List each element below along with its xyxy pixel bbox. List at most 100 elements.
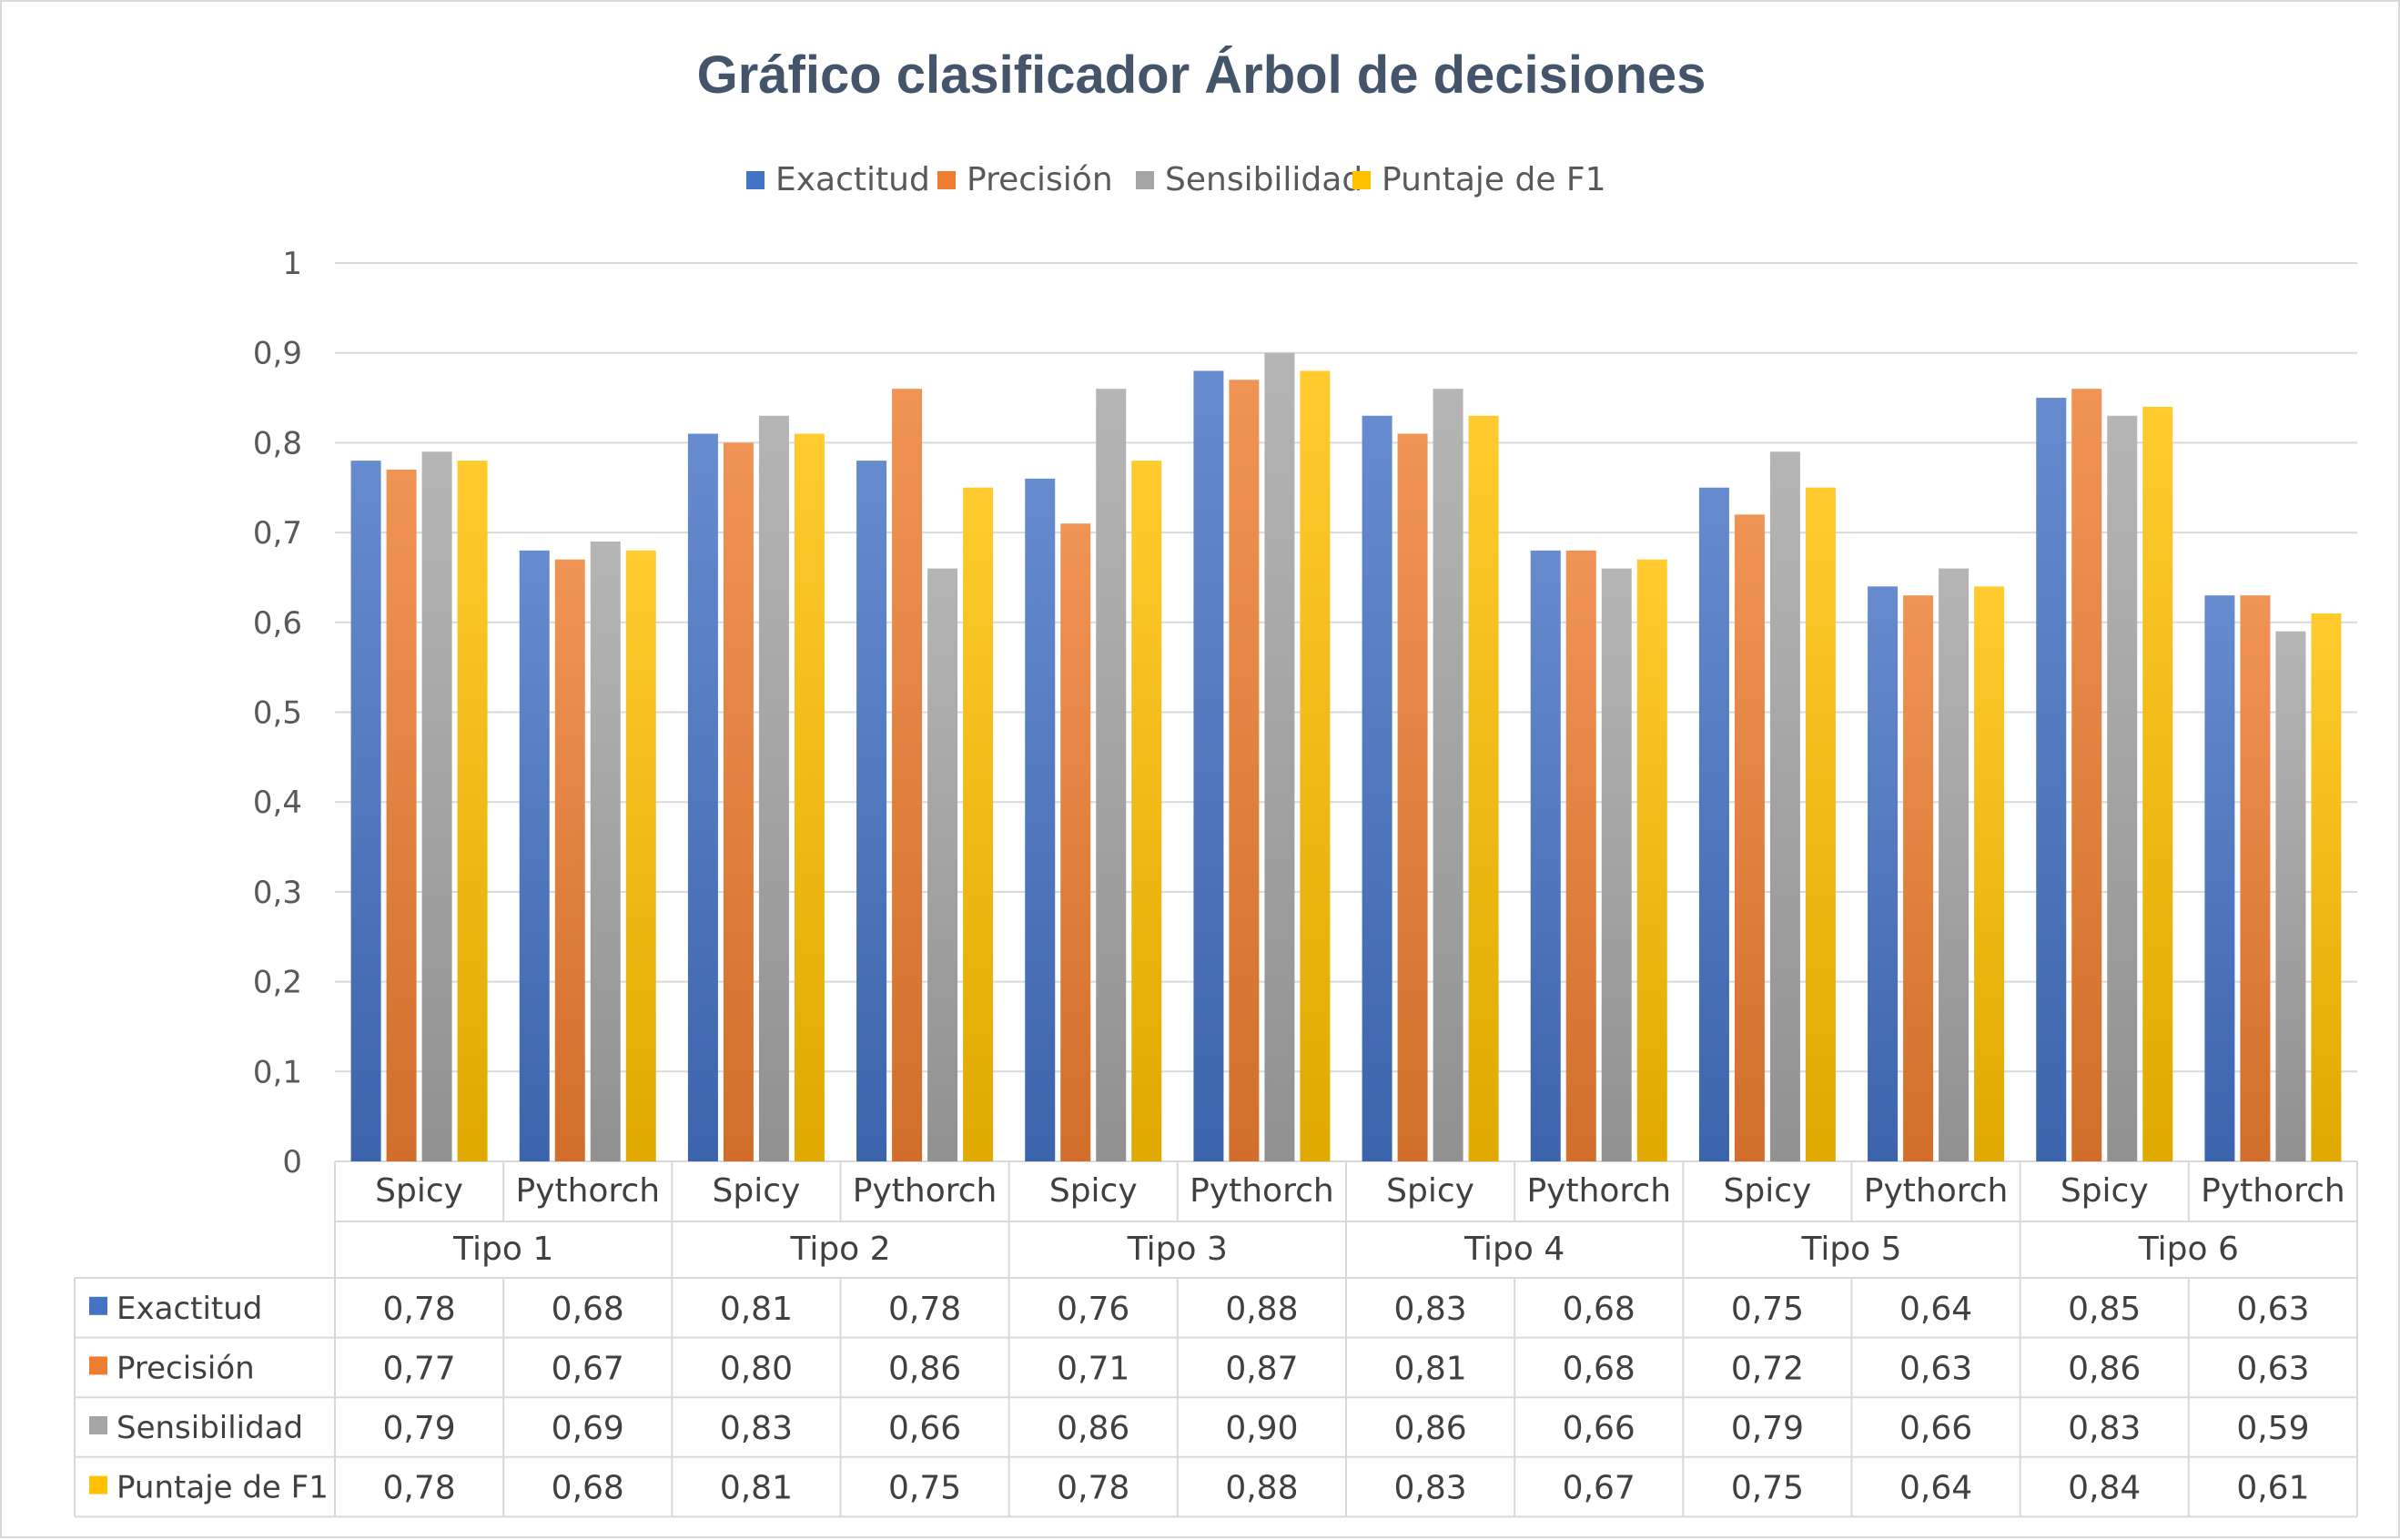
subcategory-label: Spicy	[1724, 1172, 1812, 1210]
gridlines	[335, 262, 2357, 1162]
subcategory-label: Pythorch	[853, 1172, 997, 1210]
table-legend-key	[89, 1416, 107, 1434]
bar	[1362, 415, 1392, 1161]
bar	[1734, 514, 1765, 1161]
bar	[1939, 568, 1970, 1161]
bar	[1300, 370, 1331, 1161]
bar	[2036, 398, 2067, 1161]
table-value: 0,86	[2068, 1350, 2141, 1387]
y-axis: 0 0,1 0,2 0,3 0,4 0,5 0,6 0,7 0,8 0,9 1	[253, 246, 302, 1180]
y-tick-label: 0,1	[253, 1054, 302, 1090]
bar	[1096, 389, 1127, 1161]
bar	[1397, 433, 1428, 1161]
bar	[1974, 586, 2005, 1161]
group-label: Tipo 6	[2138, 1231, 2239, 1268]
bar	[794, 433, 825, 1161]
table-value: 0,78	[1057, 1470, 1129, 1507]
data-table: Spicy Pythorch Spicy Pythorch Spicy Pythorch S…	[74, 1161, 2358, 1518]
table-value: 0,72	[1731, 1350, 1804, 1387]
group-label: Tipo 1	[452, 1231, 553, 1268]
subcategory-label: Pythorch	[1526, 1172, 1671, 1210]
group-label: Tipo 3	[1127, 1231, 1228, 1268]
y-tick-label: 0,3	[253, 875, 302, 911]
table-series-label: Precisión	[116, 1350, 255, 1386]
table-value: 0,68	[1563, 1291, 1635, 1328]
table-value: 0,87	[1225, 1350, 1298, 1387]
subcategory-label: Spicy	[1049, 1172, 1138, 1210]
table-value: 0,83	[2068, 1410, 2141, 1447]
table-value: 0,77	[383, 1350, 456, 1387]
subcategory-label: Spicy	[713, 1172, 801, 1210]
subcategory-label: Pythorch	[515, 1172, 660, 1210]
table-legend-key	[89, 1356, 107, 1375]
table-value: 0,67	[552, 1350, 624, 1387]
table-value: 0,61	[2236, 1470, 2309, 1507]
bar	[1903, 595, 1934, 1161]
bar	[1698, 487, 1729, 1161]
table-value: 0,79	[383, 1410, 456, 1447]
group-label: Tipo 4	[1463, 1231, 1565, 1268]
table-value: 0,86	[888, 1350, 961, 1387]
table-value: 0,80	[720, 1350, 793, 1387]
y-tick-label: 0,9	[253, 336, 302, 372]
y-tick-label: 1	[282, 246, 302, 282]
table-value: 0,86	[1394, 1410, 1467, 1447]
legend-label: Exactitud	[775, 161, 930, 198]
table-value: 0,67	[1563, 1470, 1635, 1507]
table-legend-key	[89, 1296, 107, 1315]
table-series-label: Puntaje de F1	[116, 1470, 329, 1506]
chart-title: Gráfico clasificador Árbol de decisiones	[697, 46, 1706, 105]
bar	[1868, 586, 1899, 1161]
bar	[856, 461, 887, 1161]
bar	[758, 415, 789, 1161]
bar	[2107, 415, 2138, 1161]
legend-label: Precisión	[967, 161, 1113, 198]
bar	[1601, 568, 1632, 1161]
bar	[1530, 550, 1561, 1161]
legend: Exactitud Precisión Sensibilidad Puntaje de…	[746, 161, 1606, 198]
subcategory-label: Pythorch	[1864, 1172, 2009, 1210]
subcategory-label: Spicy	[2061, 1172, 2149, 1210]
subcategory-label: Spicy	[375, 1172, 463, 1210]
bar	[1468, 415, 1499, 1161]
bar	[927, 568, 958, 1161]
bar	[350, 461, 381, 1161]
bar	[457, 461, 488, 1161]
bar	[2275, 631, 2306, 1161]
subcategory-label: Pythorch	[2201, 1172, 2345, 1210]
bar	[1565, 550, 1596, 1161]
table-value: 0,75	[1731, 1470, 1804, 1507]
y-tick-label: 0	[282, 1144, 302, 1180]
bar	[1060, 523, 1091, 1161]
table-value: 0,68	[552, 1291, 624, 1328]
subcategory-label: Spicy	[1386, 1172, 1474, 1210]
table-value: 0,83	[1394, 1291, 1467, 1328]
legend-swatch	[746, 171, 765, 189]
table-value: 0,69	[552, 1410, 624, 1447]
y-tick-label: 0,5	[253, 695, 302, 732]
legend-swatch	[1136, 171, 1154, 189]
bar	[1025, 478, 1056, 1161]
bar	[421, 451, 452, 1161]
table-value: 0,84	[2068, 1470, 2141, 1507]
table-legend-key	[89, 1475, 107, 1494]
table-series-label: Exactitud	[116, 1291, 262, 1327]
group-label: Tipo 5	[1800, 1231, 1901, 1268]
bar	[1193, 370, 1224, 1161]
table-value: 0,85	[2068, 1291, 2141, 1328]
bar	[1264, 352, 1295, 1161]
table-value: 0,59	[2236, 1410, 2309, 1447]
y-tick-label: 0,8	[253, 425, 302, 461]
table-value: 0,68	[1563, 1350, 1635, 1387]
legend-label: Sensibilidad	[1165, 161, 1362, 198]
table-value: 0,63	[2236, 1350, 2309, 1387]
table-value: 0,66	[1899, 1410, 1972, 1447]
bar	[2142, 406, 2173, 1161]
table-value: 0,86	[1057, 1410, 1129, 1447]
table-value: 0,78	[888, 1291, 961, 1328]
bar	[963, 487, 994, 1161]
table-value: 0,81	[720, 1470, 793, 1507]
table-value: 0,83	[720, 1410, 793, 1447]
table-value: 0,88	[1225, 1291, 1298, 1328]
